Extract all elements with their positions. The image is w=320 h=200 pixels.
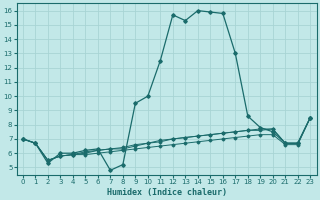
X-axis label: Humidex (Indice chaleur): Humidex (Indice chaleur): [107, 188, 227, 197]
